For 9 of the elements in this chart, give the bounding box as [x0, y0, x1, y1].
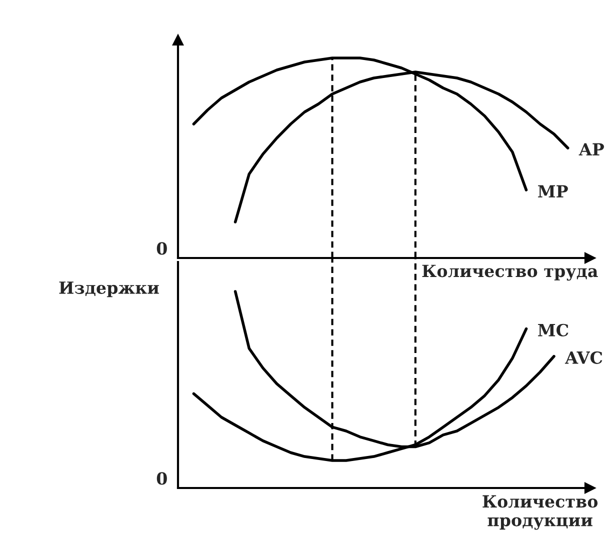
text: 0 — [156, 472, 167, 485]
series-label: MC — [538, 324, 568, 336]
x-axis-title: Количество продукции — [482, 495, 598, 530]
series-label: MP — [538, 185, 568, 198]
text: 0 — [156, 242, 167, 255]
series-label: AVC — [564, 351, 602, 364]
series-label: AP — [578, 143, 604, 156]
x-axis-title: Количество труда — [422, 264, 598, 281]
y-axis-title: Издержки — [59, 282, 159, 298]
